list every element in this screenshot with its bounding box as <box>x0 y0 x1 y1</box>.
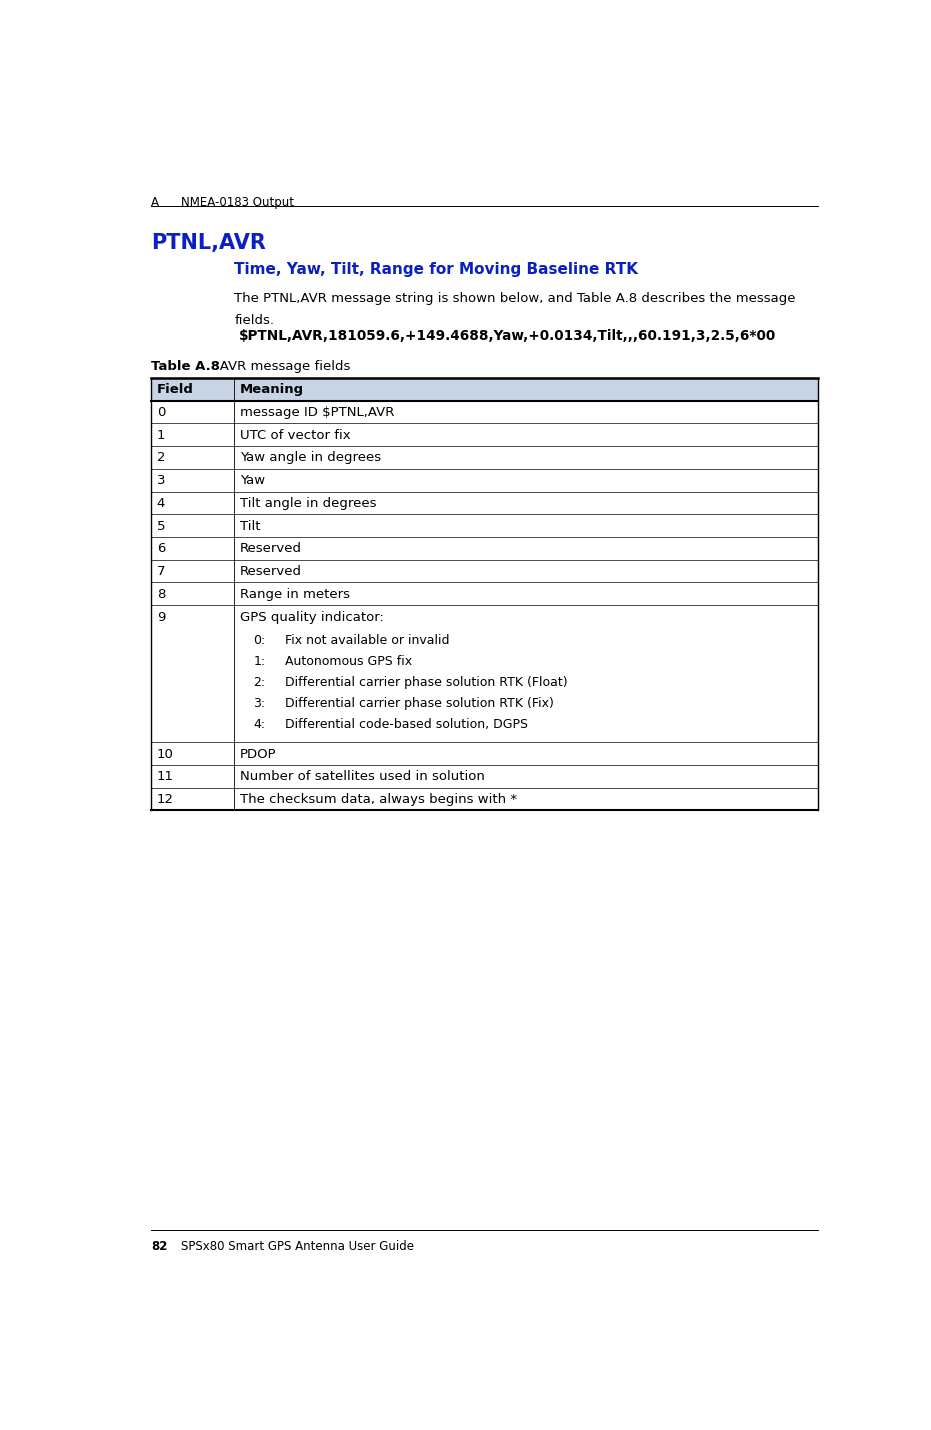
Text: Meaning: Meaning <box>239 383 304 396</box>
Text: 9: 9 <box>156 611 165 623</box>
Text: 82: 82 <box>151 1240 168 1253</box>
Text: Number of satellites used in solution: Number of satellites used in solution <box>239 771 484 784</box>
Text: 11: 11 <box>156 771 174 784</box>
Text: 3: 3 <box>156 475 165 488</box>
Text: The PTNL,AVR message string is shown below, and Table A.8 describes the message: The PTNL,AVR message string is shown bel… <box>235 293 796 306</box>
Text: Fix not available or invalid: Fix not available or invalid <box>285 633 449 646</box>
Text: Autonomous GPS fix: Autonomous GPS fix <box>285 655 412 668</box>
Text: SPSx80 Smart GPS Antenna User Guide: SPSx80 Smart GPS Antenna User Guide <box>181 1240 413 1253</box>
Text: 2:: 2: <box>253 676 265 689</box>
Text: Reserved: Reserved <box>239 565 302 578</box>
Text: AVR message fields: AVR message fields <box>207 360 350 373</box>
Text: The checksum data, always begins with *: The checksum data, always begins with * <box>239 794 517 807</box>
Text: Differential code-based solution, DGPS: Differential code-based solution, DGPS <box>285 718 528 731</box>
Text: 3:: 3: <box>253 698 265 711</box>
Text: message ID $PTNL,AVR: message ID $PTNL,AVR <box>239 406 394 419</box>
Text: 7: 7 <box>156 565 165 578</box>
Text: Differential carrier phase solution RTK (Float): Differential carrier phase solution RTK … <box>285 676 567 689</box>
Text: 8: 8 <box>156 588 165 601</box>
Text: Field: Field <box>156 383 194 396</box>
Text: PTNL,AVR: PTNL,AVR <box>151 233 266 253</box>
Text: Tilt angle in degrees: Tilt angle in degrees <box>239 498 376 511</box>
Text: $PTNL,AVR,181059.6,+149.4688,Yaw,+0.0134,Tilt,,,60.191,3,2.5,6*00: $PTNL,AVR,181059.6,+149.4688,Yaw,+0.0134… <box>239 329 776 343</box>
Text: GPS quality indicator:: GPS quality indicator: <box>239 611 384 623</box>
Text: 6: 6 <box>156 542 165 555</box>
Text: 12: 12 <box>156 794 174 807</box>
Text: Tilt: Tilt <box>239 519 260 532</box>
Text: A: A <box>151 196 159 209</box>
Text: NMEA-0183 Output: NMEA-0183 Output <box>181 196 293 209</box>
Text: 4:: 4: <box>253 718 265 731</box>
Text: Yaw angle in degrees: Yaw angle in degrees <box>239 452 381 465</box>
Text: 2: 2 <box>156 452 165 465</box>
Text: 5: 5 <box>156 519 165 532</box>
Text: 1: 1 <box>156 429 165 442</box>
Text: Table A.8: Table A.8 <box>151 360 221 373</box>
Text: Range in meters: Range in meters <box>239 588 350 601</box>
Text: 0: 0 <box>156 406 165 419</box>
Text: Time, Yaw, Tilt, Range for Moving Baseline RTK: Time, Yaw, Tilt, Range for Moving Baseli… <box>235 263 638 277</box>
Text: 0:: 0: <box>253 633 265 646</box>
Text: fields.: fields. <box>235 315 274 327</box>
Bar <box>151 378 817 400</box>
Text: 1:: 1: <box>253 655 265 668</box>
Text: PDOP: PDOP <box>239 748 277 761</box>
Text: Differential carrier phase solution RTK (Fix): Differential carrier phase solution RTK … <box>285 698 553 711</box>
Text: Reserved: Reserved <box>239 542 302 555</box>
Text: Yaw: Yaw <box>239 475 264 488</box>
Text: 4: 4 <box>156 498 165 511</box>
Text: UTC of vector fix: UTC of vector fix <box>239 429 350 442</box>
Text: 10: 10 <box>156 748 173 761</box>
